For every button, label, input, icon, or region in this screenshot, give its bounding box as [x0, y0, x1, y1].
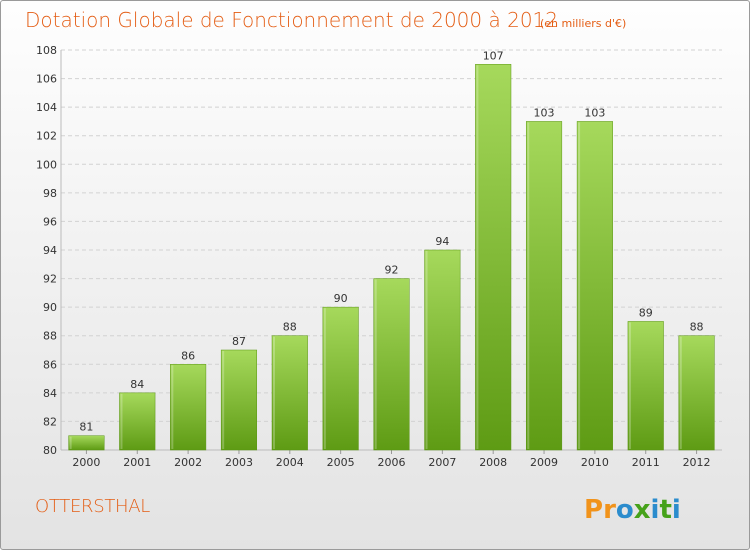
bar — [119, 392, 156, 451]
y-tick-label: 80 — [43, 444, 57, 457]
y-tick-label: 106 — [36, 73, 57, 86]
bar-highlight — [69, 436, 72, 449]
data-label: 90 — [334, 292, 348, 305]
commune-name: OTTERSTHAL — [35, 496, 151, 517]
x-tick-label: 2001 — [123, 456, 151, 469]
x-tick-label: 2000 — [72, 456, 100, 469]
proxiti-logo: Proxiti — [584, 495, 681, 525]
bar-highlight — [323, 308, 326, 449]
bar-highlight — [527, 122, 530, 449]
bar — [322, 306, 359, 451]
y-tick-label: 108 — [36, 44, 57, 57]
logo-letter: i — [651, 495, 660, 525]
y-tick-label: 104 — [36, 101, 57, 114]
y-tick-label: 88 — [43, 330, 57, 343]
data-label: 92 — [385, 264, 399, 277]
data-label: 103 — [584, 106, 605, 119]
logo-letter: i — [672, 495, 681, 525]
bar — [475, 64, 512, 451]
bar — [627, 321, 664, 451]
bar — [271, 335, 308, 451]
y-tick-label: 82 — [43, 415, 57, 428]
x-tick-label: 2006 — [378, 456, 406, 469]
units-label: (en milliers d'€) — [540, 17, 627, 30]
bar-highlight — [578, 122, 581, 449]
x-tick-label: 2010 — [581, 456, 609, 469]
bar — [68, 435, 105, 451]
data-label: 87 — [232, 335, 246, 348]
bar-highlight — [273, 336, 276, 449]
y-tick-label: 92 — [43, 273, 57, 286]
y-tick-label: 84 — [43, 387, 57, 400]
x-tick-label: 2009 — [530, 456, 558, 469]
y-tick-label: 90 — [43, 301, 57, 314]
y-tick-label: 98 — [43, 187, 57, 200]
x-tick-label: 2008 — [479, 456, 507, 469]
bar-highlight — [425, 251, 428, 449]
data-label: 88 — [690, 321, 704, 334]
data-label: 107 — [483, 49, 504, 62]
logo-letter: P — [584, 495, 603, 525]
data-label: 89 — [639, 306, 653, 319]
data-label: 88 — [283, 321, 297, 334]
x-tick-label: 2007 — [428, 456, 456, 469]
bar — [424, 249, 461, 451]
chart-title: Dotation Globale de Fonctionnement de 20… — [25, 8, 558, 32]
bar-highlight — [374, 279, 377, 449]
bar-highlight — [628, 322, 631, 449]
y-tick-label: 102 — [36, 130, 57, 143]
logo-letter: x — [634, 495, 651, 525]
y-tick-label: 86 — [43, 358, 57, 371]
x-tick-label: 2002 — [174, 456, 202, 469]
bar — [525, 121, 563, 451]
logo-letter: o — [616, 495, 634, 525]
data-label: 84 — [130, 378, 144, 391]
y-tick-label: 96 — [43, 215, 57, 228]
bar-highlight — [476, 65, 479, 450]
data-label: 94 — [435, 235, 449, 248]
x-tick-label: 2012 — [683, 456, 711, 469]
data-label: 86 — [181, 349, 195, 362]
x-tick-label: 2003 — [225, 456, 253, 469]
x-tick-label: 2011 — [632, 456, 660, 469]
bar — [576, 121, 613, 451]
x-tick-label: 2004 — [276, 456, 304, 469]
bar — [170, 364, 207, 451]
y-tick-label: 100 — [36, 158, 57, 171]
y-tick-label: 94 — [43, 244, 57, 257]
x-tick-label: 2005 — [327, 456, 355, 469]
bar-highlight — [171, 365, 174, 449]
data-label: 103 — [534, 106, 555, 119]
proxiti-logo-text: Proxiti — [584, 495, 681, 525]
bar — [678, 335, 715, 451]
bar-highlight — [222, 351, 225, 449]
bar — [373, 278, 410, 451]
logo-letter: r — [603, 495, 616, 525]
bar-highlight — [120, 393, 123, 449]
data-label: 81 — [79, 421, 93, 434]
logo-letter: t — [659, 495, 671, 525]
bar-highlight — [679, 336, 682, 449]
bar — [220, 349, 258, 451]
